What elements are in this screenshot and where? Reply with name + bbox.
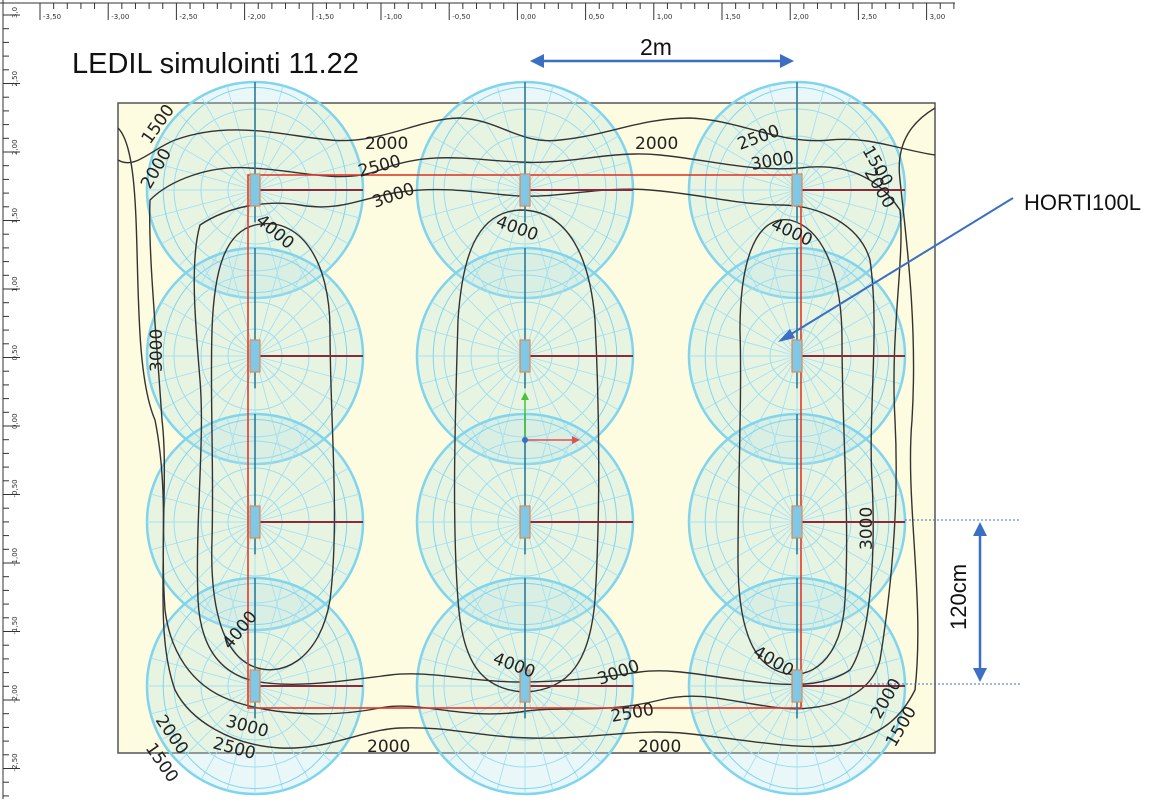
- contour-4000-left: [210, 222, 336, 671]
- contour-label: 3000: [857, 507, 877, 550]
- spacing-arrow-vertical: [870, 519, 1020, 685]
- floor-area: [117, 102, 936, 754]
- top-ruler-label: 0,50: [589, 13, 605, 21]
- horizontal-spacing-label: 2m: [640, 34, 672, 60]
- led-fixture: [791, 578, 905, 719]
- top-ruler-label: -3,50: [43, 13, 61, 21]
- left-ruler-label: -2,50: [11, 753, 19, 771]
- contour-label: 3000: [147, 329, 167, 372]
- top-ruler-label: -0,50: [452, 13, 470, 21]
- left-ruler-label: 1,00: [11, 276, 19, 292]
- top-ruler-label: 2,00: [793, 13, 809, 21]
- contour-2000-top: [117, 117, 936, 164]
- vertical-spacing-label: 120cm: [946, 563, 971, 630]
- left-ruler-label: 2,50: [11, 71, 19, 87]
- top-ruler-label: -2,00: [248, 13, 266, 21]
- contour-label: 2000: [367, 737, 410, 757]
- origin-marker: [521, 392, 580, 444]
- top-ruler-label: 2,50: [861, 13, 877, 21]
- top-ruler-label: -2,50: [179, 13, 197, 21]
- left-ruler-label: 3,0: [11, 7, 19, 18]
- top-ruler-label: 1,50: [725, 13, 741, 21]
- top-ruler-label: -3,00: [111, 13, 129, 21]
- left-ruler-label: 2,00: [11, 139, 19, 155]
- diagram-title: LEDIL simulointi 11.22: [72, 48, 359, 80]
- led-fixture: [249, 248, 363, 389]
- led-fixture: [519, 578, 633, 719]
- contour-2500: [149, 153, 902, 715]
- led-fixture: [249, 82, 363, 223]
- top-ruler-label: -1,00: [384, 13, 402, 21]
- led-fixture: [791, 82, 905, 223]
- top-ruler-label: -1,50: [316, 13, 334, 21]
- led-fixture: [519, 82, 633, 223]
- left-ruler-label: 0,50: [11, 345, 19, 361]
- contour-label: 2000: [365, 134, 408, 154]
- led-fixture: [791, 414, 905, 555]
- contour-4000-right: [737, 219, 848, 676]
- top-ruler-label: 1,00: [657, 13, 673, 21]
- top-ruler: -3,50 -3,00 -2,50 -2,00 -1,50 -1,00 -0,50 0,00 0…: [0, 2, 955, 21]
- left-ruler-label: -1,00: [11, 548, 19, 566]
- led-fixture: [519, 248, 633, 389]
- left-ruler-label: -1,50: [11, 616, 19, 634]
- contour-label: 2000: [638, 737, 681, 757]
- led-fixture: [791, 248, 905, 389]
- left-ruler-label: 0,00: [11, 413, 19, 429]
- contour-3000: [193, 188, 875, 686]
- left-ruler: 3,0 2,50 2,00 1,50 1,00 0,50 0,00 -0,50 -1,00 -1,…: [2, 0, 20, 799]
- left-ruler-label: 1,50: [11, 208, 19, 224]
- left-ruler-label: -0,50: [11, 479, 19, 497]
- top-ruler-label: 3,00: [930, 13, 946, 21]
- fixture-pointer-arrow: [778, 197, 1014, 342]
- led-fixture: [249, 578, 363, 719]
- fixture-label: HORTI100L: [1024, 190, 1141, 215]
- contour-label: 2000: [635, 134, 678, 154]
- fixtures: [249, 82, 905, 719]
- led-fixture: [249, 414, 363, 555]
- top-ruler-label: 0,00: [520, 13, 536, 21]
- left-ruler-label: -2,00: [11, 685, 19, 703]
- spacing-arrow-horizontal: [530, 54, 794, 68]
